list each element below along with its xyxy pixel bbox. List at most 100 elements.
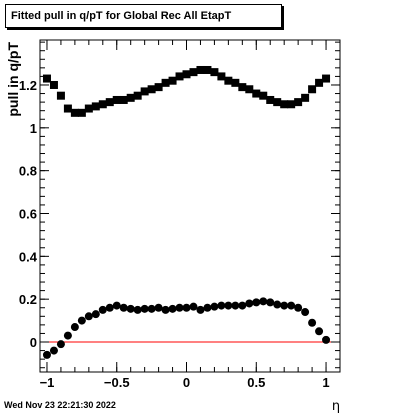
square-marker <box>140 87 149 96</box>
axes: −1 −0.5 0 0.5 1 0 0.2 0.4 0.6 0.8 1 1.2 <box>19 40 341 390</box>
square-marker <box>56 91 65 100</box>
square-marker <box>70 108 79 117</box>
circle-marker <box>315 327 324 336</box>
square-marker <box>287 100 296 109</box>
y-tick-label: 1 <box>30 121 37 136</box>
circle-marker <box>203 303 212 312</box>
circle-marker <box>308 318 317 327</box>
square-marker <box>182 70 191 79</box>
square-marker <box>266 95 275 104</box>
circle-marker <box>154 303 163 312</box>
circle-marker <box>119 303 128 312</box>
y-tick-label: 0 <box>30 335 37 350</box>
circle-marker <box>217 301 226 310</box>
square-marker <box>252 89 261 98</box>
circle-marker <box>133 305 142 314</box>
square-marker <box>63 104 72 113</box>
y-tick-label: 0.2 <box>19 292 37 307</box>
circle-marker <box>161 305 170 314</box>
circle-marker <box>238 301 247 310</box>
circle-marker <box>112 301 121 310</box>
square-marker <box>84 104 93 113</box>
square-marker <box>294 98 303 107</box>
circle-marker <box>196 305 205 314</box>
circle-marker <box>77 316 86 325</box>
square-marker <box>154 83 163 92</box>
circle-marker <box>210 302 219 311</box>
circle-marker <box>84 312 93 321</box>
circle-marker <box>49 346 58 355</box>
square-marker <box>301 93 310 102</box>
square-marker <box>259 91 268 100</box>
circle-marker <box>245 299 254 308</box>
square-marker <box>175 72 184 81</box>
circle-marker <box>91 310 100 319</box>
square-marker <box>42 74 51 83</box>
circle-marker <box>301 308 310 317</box>
square-marker <box>273 98 282 107</box>
plot-frame <box>39 39 341 373</box>
circle-marker <box>63 331 72 340</box>
circle-marker <box>224 301 233 310</box>
y-tick-label: 0.8 <box>19 164 37 179</box>
square-marker <box>168 76 177 85</box>
circle-marker <box>175 303 184 312</box>
circle-marker <box>140 304 149 313</box>
circle-marker <box>287 301 296 310</box>
chart-title: Fitted pull in q/pT for Global Rec All E… <box>11 10 232 22</box>
circle-marker <box>231 301 240 310</box>
circle-marker <box>42 350 51 359</box>
y-tick-label: 0.4 <box>19 249 38 264</box>
circle-marker <box>266 298 275 307</box>
x-tick-label: −0.5 <box>104 375 130 390</box>
square-marker <box>238 83 247 92</box>
circle-marker <box>182 303 191 312</box>
circle-marker <box>147 304 156 313</box>
timestamp: Wed Nov 23 22:21:30 2022 <box>4 400 116 410</box>
square-marker <box>315 78 324 87</box>
circle-marker <box>168 304 177 313</box>
square-marker <box>231 78 240 87</box>
circle-marker <box>273 300 282 309</box>
circle-marker <box>322 335 331 344</box>
y-axis-label: pull in q/pT <box>5 42 21 117</box>
data-marks <box>42 65 331 359</box>
circle-marker <box>105 303 114 312</box>
square-marker <box>196 65 205 74</box>
x-tick-label: 0 <box>183 375 190 390</box>
circle-marker <box>189 302 198 311</box>
square-marker <box>280 100 289 109</box>
x-tick-label: −1 <box>40 375 55 390</box>
circle-marker <box>126 304 135 313</box>
plot-border <box>39 39 341 373</box>
square-marker <box>189 68 198 77</box>
square-marker <box>49 80 58 89</box>
square-marker <box>112 95 121 104</box>
square-marker <box>203 65 212 74</box>
circle-marker <box>280 301 289 310</box>
square-marker <box>91 102 100 111</box>
square-marker <box>147 85 156 94</box>
y-tick-label: 0.6 <box>19 206 37 221</box>
x-tick-label: 1 <box>322 375 329 390</box>
square-marker <box>308 85 317 94</box>
square-marker <box>77 108 86 117</box>
circle-marker <box>294 303 303 312</box>
circle-marker <box>56 340 65 349</box>
square-marker <box>161 78 170 87</box>
chart-title-box <box>5 4 282 28</box>
y-tick-label: 1.2 <box>19 78 37 93</box>
square-marker <box>210 68 219 77</box>
square-marker <box>245 85 254 94</box>
square-marker <box>105 98 114 107</box>
square-marker <box>126 93 135 102</box>
circle-marker <box>259 297 268 306</box>
circle-marker <box>98 305 107 314</box>
x-tick-label: 0.5 <box>247 375 265 390</box>
square-marker <box>217 72 226 81</box>
square-marker <box>224 76 233 85</box>
square-marker <box>98 100 107 109</box>
circle-marker <box>252 298 261 307</box>
square-marker <box>322 74 331 83</box>
